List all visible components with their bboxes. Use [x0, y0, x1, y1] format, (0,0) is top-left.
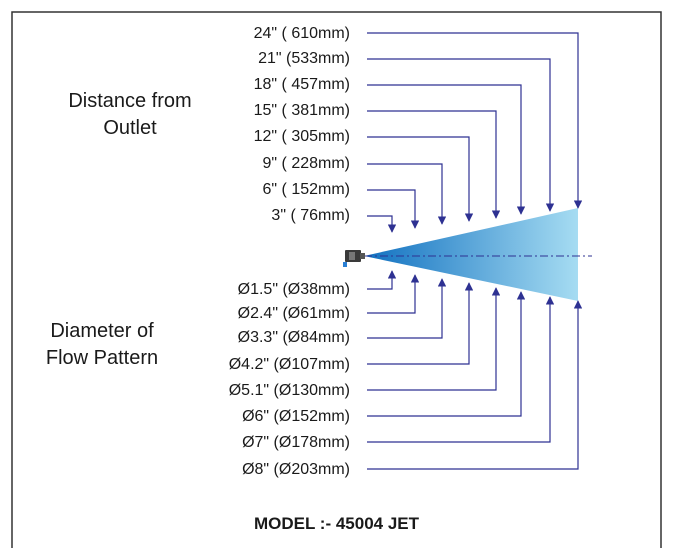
diameter-label-4-2in: Ø4.2" (Ø107mm) — [228, 356, 350, 373]
diameter-arrow-4 — [367, 282, 474, 365]
diameter-arrow-8 — [367, 300, 583, 470]
distance-label-9in: 9" ( 228mm) — [262, 155, 350, 172]
distance-label-21in: 21" (533mm) — [258, 50, 350, 67]
diameter-label-6in: Ø6" (Ø152mm) — [242, 408, 350, 425]
distance-header: Distance from Outlet — [40, 88, 220, 142]
diameter-arrow-6 — [367, 291, 526, 417]
diameter-arrow-5 — [367, 287, 501, 391]
diameter-label-7in: Ø7" (Ø178mm) — [242, 434, 350, 451]
distance-arrow-5 — [367, 136, 474, 222]
distance-arrow-2 — [367, 58, 555, 212]
diameter-label-1-5in: Ø1.5" (Ø38mm) — [237, 281, 350, 298]
diameter-label-3-3in: Ø3.3" (Ø84mm) — [237, 329, 350, 346]
distance-label-18in: 18" ( 457mm) — [253, 76, 350, 93]
jet-spray-cone — [364, 208, 578, 301]
diameter-arrow-3 — [367, 278, 447, 339]
distance-arrow-6 — [367, 163, 447, 225]
distance-arrow-8 — [367, 215, 397, 233]
dimension-arrows — [367, 32, 583, 470]
distance-header-line2: Outlet — [103, 117, 157, 139]
diameter-header-line1: Diameter of — [50, 320, 154, 342]
diameter-header-line2: Flow Pattern — [45, 347, 159, 369]
model-label: MODEL :- 45004 JET — [253, 514, 420, 533]
diameter-arrow-2 — [367, 274, 420, 314]
diameter-header: Diameter of Flow Pattern — [12, 318, 192, 372]
distance-header-line1: Distance from — [68, 90, 192, 112]
distance-arrow-3 — [367, 84, 526, 215]
distance-label-12in: 12" ( 305mm) — [253, 128, 350, 145]
diameter-label-2-4in: Ø2.4" (Ø61mm) — [237, 305, 350, 322]
diameter-arrow-7 — [367, 296, 555, 443]
diameter-arrow-1 — [367, 270, 397, 290]
distance-arrow-4 — [367, 110, 501, 219]
diameter-label-5-1in: Ø5.1" (Ø130mm) — [228, 382, 350, 399]
nozzle-icon — [343, 250, 365, 267]
distance-label-15in: 15" ( 381mm) — [253, 102, 350, 119]
diameter-label-8in: Ø8" (Ø203mm) — [242, 461, 350, 478]
distance-arrow-7 — [367, 189, 420, 229]
distance-label-24in: 24" ( 610mm) — [253, 25, 350, 42]
frame-border — [11, 11, 662, 548]
distance-label-6in: 6" ( 152mm) — [262, 181, 350, 198]
distance-arrow-1 — [367, 32, 583, 209]
distance-label-3in: 3" ( 76mm) — [271, 207, 350, 224]
